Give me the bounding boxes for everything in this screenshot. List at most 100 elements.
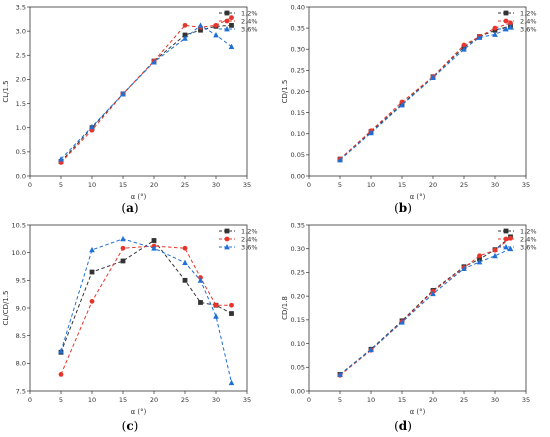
- series-line-3.6%: [60, 24, 232, 160]
- data-point-circle: [503, 18, 509, 24]
- legend-label: 3.6%: [241, 25, 258, 33]
- series-line-1.2%: [339, 236, 511, 375]
- x-tick-label: 20: [150, 181, 158, 189]
- data-point-triangle: [89, 246, 95, 253]
- series-line-1.2%: [339, 25, 511, 160]
- data-point-triangle: [337, 156, 343, 163]
- data-point-circle: [182, 22, 188, 28]
- data-point-triangle: [58, 348, 64, 354]
- x-tick-label: 30: [212, 396, 220, 404]
- x-tick-label: 15: [398, 181, 406, 189]
- data-point-circle: [492, 25, 498, 31]
- x-tick-label: 0: [307, 396, 311, 404]
- series-line-3.6%: [339, 26, 511, 161]
- y-tick-label: 0.15: [291, 316, 305, 324]
- chart-panel-a: 0 5 10 15 20 25 30 35 0.0 0.5 1.0 1.5 2.0 2.5 3.0 3.5 α …: [2, 3, 258, 215]
- y-tick-label: 1.5: [16, 100, 26, 108]
- series-line-1.2%: [60, 239, 232, 353]
- data-point-triangle: [58, 156, 64, 162]
- data-point-triangle: [213, 313, 219, 319]
- y-tick-label: 0.20: [291, 292, 305, 300]
- x-tick-label: 35: [522, 396, 530, 404]
- y-tick-label: 3.5: [16, 3, 26, 11]
- data-point-triangle: [337, 371, 343, 377]
- y-tick-label: 10.5: [12, 221, 26, 229]
- series-line-2.4%: [60, 17, 232, 163]
- panel-label: (b): [394, 201, 412, 215]
- y-tick-label: 0.5: [16, 148, 26, 156]
- data-point-circle: [213, 22, 219, 28]
- x-tick-label: 20: [429, 181, 437, 189]
- x-tick-label: 5: [338, 396, 342, 404]
- x-axis-label: α (°): [410, 193, 426, 201]
- y-tick-label: 0.30: [291, 46, 305, 54]
- y-tick-label: 2.5: [16, 52, 26, 60]
- y-tick-label: 0.00: [291, 387, 305, 395]
- y-tick-label: 2.0: [16, 76, 26, 84]
- data-point-triangle: [182, 35, 188, 41]
- y-tick-label: 0.25: [291, 269, 305, 277]
- y-tick-label: 0.40: [291, 3, 305, 11]
- data-point-triangle: [503, 26, 509, 32]
- y-tick-label: 3.0: [16, 27, 26, 35]
- data-point-circle: [120, 245, 126, 251]
- plot-frame: [29, 224, 248, 392]
- y-tick-label: 0.35: [291, 221, 305, 229]
- data-point-triangle: [399, 319, 405, 325]
- series-line-2.4%: [60, 245, 232, 375]
- legend-label: 2.4%: [241, 235, 258, 243]
- data-point-circle: [503, 236, 509, 242]
- x-tick-label: 10: [367, 396, 375, 404]
- y-tick-label: 8.5: [16, 332, 26, 340]
- y-axis-label: CD/1.5: [281, 80, 289, 104]
- y-tick-label: 10.0: [12, 249, 26, 257]
- x-tick-label: 15: [119, 396, 127, 404]
- x-tick-label: 0: [307, 181, 311, 189]
- x-tick-label: 25: [181, 396, 189, 404]
- panel-label: (c): [122, 419, 139, 433]
- data-point-circle: [229, 302, 234, 308]
- y-tick-label: 9.5: [16, 277, 26, 285]
- panel-label: (a): [121, 201, 138, 215]
- y-tick-label: 0.05: [291, 151, 305, 159]
- legend-label: 3.6%: [520, 25, 537, 33]
- series-line-2.4%: [339, 22, 511, 160]
- data-point-triangle: [120, 90, 126, 97]
- x-tick-label: 5: [59, 181, 63, 189]
- data-point-triangle: [492, 31, 498, 37]
- y-tick-label: 0.15: [291, 109, 305, 117]
- y-axis-label: CD/1.8: [281, 296, 289, 320]
- legend-label: 3.6%: [520, 243, 537, 251]
- data-point-square: [229, 311, 234, 316]
- data-point-circle: [229, 15, 234, 21]
- data-point-triangle: [461, 46, 467, 52]
- x-tick-label: 35: [243, 396, 251, 404]
- data-point-triangle: [507, 245, 514, 252]
- data-point-triangle: [368, 346, 374, 353]
- data-point-triangle: [228, 379, 235, 386]
- x-tick-label: 25: [460, 396, 468, 404]
- series-line-3.6%: [339, 248, 511, 375]
- legend-label: 1.2%: [241, 227, 258, 235]
- data-point-circle: [508, 235, 513, 241]
- data-point-square: [229, 22, 234, 28]
- y-tick-label: 0.30: [291, 245, 305, 253]
- data-point-square: [151, 238, 157, 243]
- data-point-square: [198, 27, 203, 33]
- legend-label: 2.4%: [520, 235, 537, 243]
- x-tick-label: 10: [367, 181, 375, 189]
- series-line-3.6%: [60, 238, 232, 383]
- data-point-triangle: [430, 74, 436, 80]
- series-line-1.2%: [60, 24, 232, 162]
- data-point-square: [182, 277, 188, 283]
- data-point-circle: [224, 236, 230, 242]
- data-point-circle: [492, 247, 498, 253]
- y-tick-label: 0.10: [291, 340, 305, 348]
- x-tick-label: 5: [338, 181, 342, 189]
- x-tick-label: 15: [119, 181, 127, 189]
- data-point-circle: [224, 18, 230, 24]
- data-point-triangle: [151, 245, 157, 251]
- data-point-triangle: [430, 290, 436, 297]
- chart-panel-b: 0 5 10 15 20 25 30 35 0.00 0.05 0.10 0.15 0.20 0.25 0.…: [281, 3, 537, 215]
- legend-label: 1.2%: [241, 9, 258, 17]
